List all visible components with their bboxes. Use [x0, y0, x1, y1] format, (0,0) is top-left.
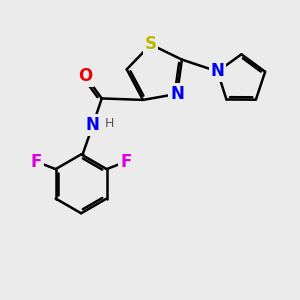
Text: F: F: [31, 153, 42, 171]
Text: O: O: [78, 68, 93, 85]
Text: N: N: [86, 116, 100, 134]
Text: N: N: [170, 85, 184, 103]
Text: S: S: [145, 35, 157, 53]
Text: H: H: [104, 117, 114, 130]
Text: F: F: [120, 153, 131, 171]
Text: N: N: [211, 62, 224, 80]
